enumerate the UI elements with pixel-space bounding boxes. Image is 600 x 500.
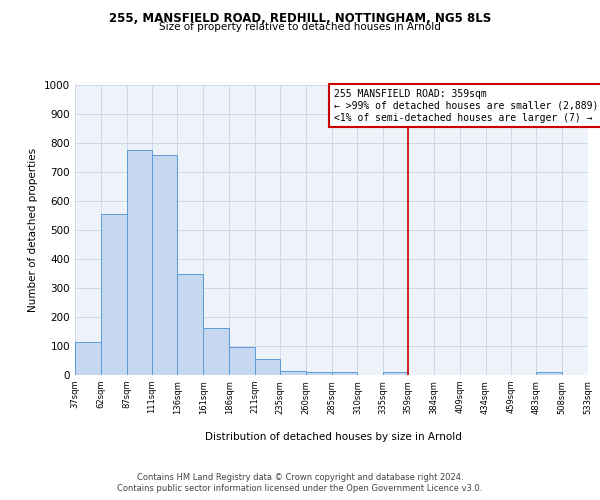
Bar	[203, 328, 229, 375]
Text: 255 MANSFIELD ROAD: 359sqm
← >99% of detached houses are smaller (2,889)
<1% of : 255 MANSFIELD ROAD: 359sqm ← >99% of det…	[334, 90, 598, 122]
Text: Contains HM Land Registry data © Crown copyright and database right 2024.: Contains HM Land Registry data © Crown c…	[137, 472, 463, 482]
Bar	[536, 372, 562, 375]
Text: 255, MANSFIELD ROAD, REDHILL, NOTTINGHAM, NG5 8LS: 255, MANSFIELD ROAD, REDHILL, NOTTINGHAM…	[109, 12, 491, 26]
Bar	[305, 372, 331, 375]
Bar	[127, 150, 152, 375]
Text: Contains public sector information licensed under the Open Government Licence v3: Contains public sector information licen…	[118, 484, 482, 493]
Bar	[178, 274, 203, 375]
Bar	[101, 214, 127, 375]
Bar	[280, 370, 305, 375]
Bar	[75, 342, 101, 375]
Bar	[229, 347, 255, 375]
Bar	[255, 359, 280, 375]
Bar	[152, 154, 178, 375]
Bar	[331, 372, 358, 375]
Y-axis label: Number of detached properties: Number of detached properties	[28, 148, 38, 312]
Text: Size of property relative to detached houses in Arnold: Size of property relative to detached ho…	[159, 22, 441, 32]
Text: Distribution of detached houses by size in Arnold: Distribution of detached houses by size …	[205, 432, 461, 442]
Bar	[383, 372, 408, 375]
